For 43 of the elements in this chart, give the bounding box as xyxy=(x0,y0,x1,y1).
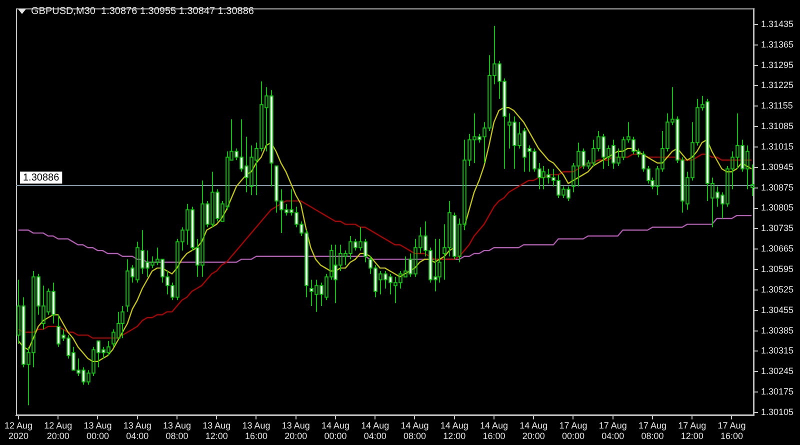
x-tick-label: 13 Aug 00:00 xyxy=(84,420,112,442)
y-tick-label: 1.30315 xyxy=(761,346,794,356)
x-tick-label: 13 Aug 16:00 xyxy=(242,420,270,442)
y-tick-label: 1.30945 xyxy=(761,162,794,172)
x-tick-label: 14 Aug 16:00 xyxy=(480,420,508,442)
x-tick-label: 14 Aug 08:00 xyxy=(400,420,429,442)
x-tick-label: 17 Aug 12:00 xyxy=(678,420,706,442)
y-tick-label: 1.30385 xyxy=(761,325,794,336)
x-tick-label: 17 Aug 16:00 xyxy=(718,420,746,442)
y-tick-label: 1.30805 xyxy=(761,202,794,213)
x-tick-label: 14 Aug 12:00 xyxy=(440,420,468,442)
y-tick-label: 1.30735 xyxy=(761,223,794,234)
x-tick-label: 14 Aug 00:00 xyxy=(321,420,350,442)
x-tick-label: 17 Aug 04:00 xyxy=(598,420,627,442)
y-tick-label: 1.30595 xyxy=(761,264,794,274)
x-tick-label: 13 Aug 04:00 xyxy=(123,420,152,442)
x-tick-label: 12 Aug 20:00 xyxy=(44,420,72,442)
y-tick-label: 1.30525 xyxy=(761,284,794,294)
y-tick-label: 1.31295 xyxy=(761,60,794,70)
x-tick-label: 13 Aug 08:00 xyxy=(162,420,191,442)
x-tick-label: 17 Aug 08:00 xyxy=(638,420,666,442)
y-tick-label: 1.30105 xyxy=(761,406,794,417)
y-tick-label: 1.31435 xyxy=(761,18,794,29)
x-tick-label: 12 Aug 2020 xyxy=(4,420,32,442)
x-tick-label: 13 Aug 20:00 xyxy=(282,420,310,442)
y-tick-label: 1.31365 xyxy=(761,39,794,50)
y-tick-label: 1.31155 xyxy=(761,100,793,111)
y-tick-label: 1.30665 xyxy=(761,244,794,254)
y-tick-label: 1.30175 xyxy=(761,386,794,397)
y-tick-label: 1.31085 xyxy=(761,121,794,132)
candlestick xyxy=(750,164,754,196)
x-tick-label: 13 Aug 12:00 xyxy=(202,420,231,442)
y-tick-label: 1.31225 xyxy=(761,80,794,90)
y-tick-label: 1.30245 xyxy=(761,366,794,376)
ref-line-label: 1.30886 xyxy=(23,172,60,184)
x-tick-label: 14 Aug 04:00 xyxy=(361,420,390,442)
chart-title: GBPUSD,M30 1.30876 1.30955 1.30847 1.30886 xyxy=(31,6,254,17)
y-tick-label: 1.30455 xyxy=(761,304,794,315)
y-tick-label: 1.31015 xyxy=(761,141,794,152)
y-tick-label: 1.30875 xyxy=(761,182,794,192)
candlestick xyxy=(120,305,124,339)
x-tick-label: 17 Aug 00:00 xyxy=(559,420,588,442)
x-tick-label: 14 Aug 20:00 xyxy=(520,420,548,442)
